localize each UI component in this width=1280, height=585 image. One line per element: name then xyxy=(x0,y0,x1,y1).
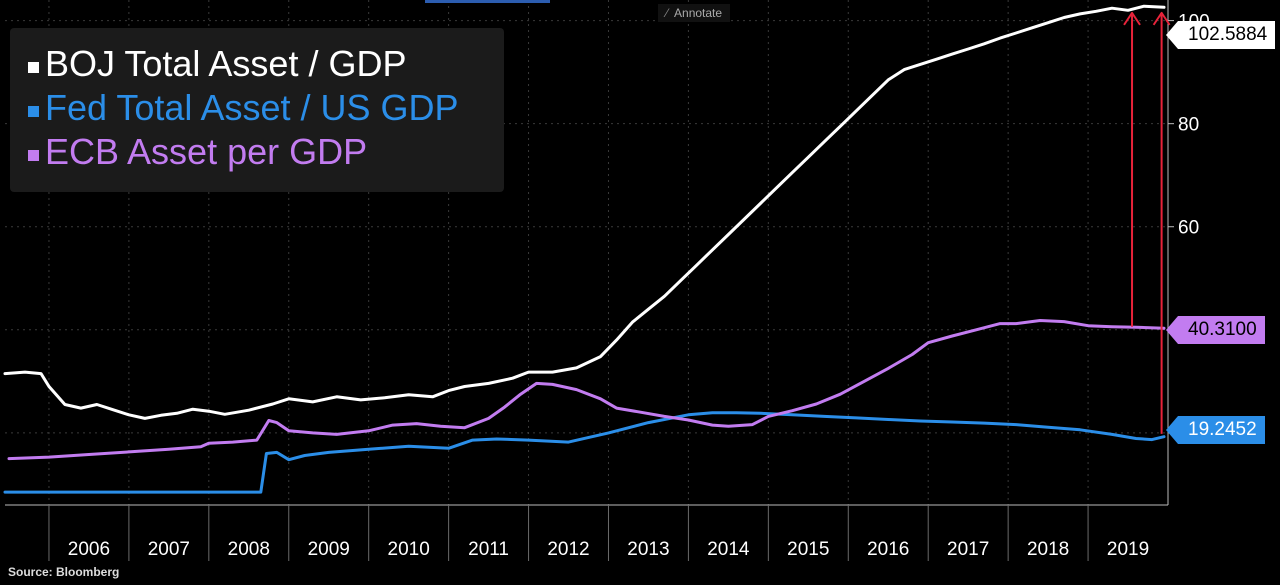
x-tick-label: 2019 xyxy=(1107,539,1149,560)
annotation-layer xyxy=(1123,11,1171,434)
legend-swatch-ecb xyxy=(28,149,39,161)
source-note: Source: Bloomberg xyxy=(8,565,120,579)
x-tick-label: 2014 xyxy=(707,539,750,560)
axes: 6080100200620072008200920102011201220132… xyxy=(5,0,1210,561)
x-tick-label: 2008 xyxy=(228,539,270,560)
legend-label-fed: Fed Total Asset / US GDP xyxy=(45,87,459,128)
x-tick-label: 2012 xyxy=(547,539,589,560)
x-tick-label: 2009 xyxy=(308,539,350,560)
annotate-button[interactable]: ⁄ Annotate xyxy=(658,4,731,22)
y-tick-label: 80 xyxy=(1178,115,1199,136)
x-tick-label: 2017 xyxy=(947,539,989,560)
x-tick-label: 2011 xyxy=(468,539,509,560)
legend-item-ecb: ECB Asset per GDP xyxy=(28,130,504,174)
series-line-ecb xyxy=(7,319,1166,461)
annotate-label: Annotate xyxy=(674,6,723,20)
x-tick-label: 2013 xyxy=(627,539,669,560)
tab-indicator xyxy=(425,0,550,3)
x-tick-label: 2007 xyxy=(148,539,190,560)
last-value-tag-boj: 102.5884 xyxy=(1165,21,1276,49)
last-value-tag-ecb: 40.3100 xyxy=(1166,316,1265,344)
x-tick-label: 2015 xyxy=(787,539,829,560)
y-tick-label: 60 xyxy=(1178,218,1199,239)
series-line-fed xyxy=(3,411,1166,494)
legend-swatch-fed xyxy=(28,105,39,117)
legend-label-ecb: ECB Asset per GDP xyxy=(45,131,368,172)
annotation-arrowhead-2 xyxy=(1152,11,1171,26)
legend-item-boj: BOJ Total Asset / GDP xyxy=(28,42,504,86)
last-value-tag-fed: 19.2452 xyxy=(1166,416,1265,444)
legend-item-fed: Fed Total Asset / US GDP xyxy=(28,86,504,130)
annotation-arrowhead-1 xyxy=(1123,11,1141,26)
x-tick-label: 2018 xyxy=(1027,539,1069,560)
x-tick-label: 2016 xyxy=(867,539,909,560)
series-layer xyxy=(3,4,1166,494)
pencil-icon: ⁄ xyxy=(666,6,669,20)
x-tick-label: 2006 xyxy=(68,539,110,560)
x-tick-label: 2010 xyxy=(388,539,430,560)
series-line-boj xyxy=(3,4,1166,420)
legend: BOJ Total Asset / GDP Fed Total Asset / … xyxy=(10,28,504,192)
legend-swatch-boj xyxy=(28,61,39,73)
legend-label-boj: BOJ Total Asset / GDP xyxy=(45,43,407,84)
